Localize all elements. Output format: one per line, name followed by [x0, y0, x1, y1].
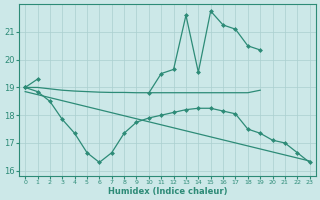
X-axis label: Humidex (Indice chaleur): Humidex (Indice chaleur) — [108, 187, 227, 196]
